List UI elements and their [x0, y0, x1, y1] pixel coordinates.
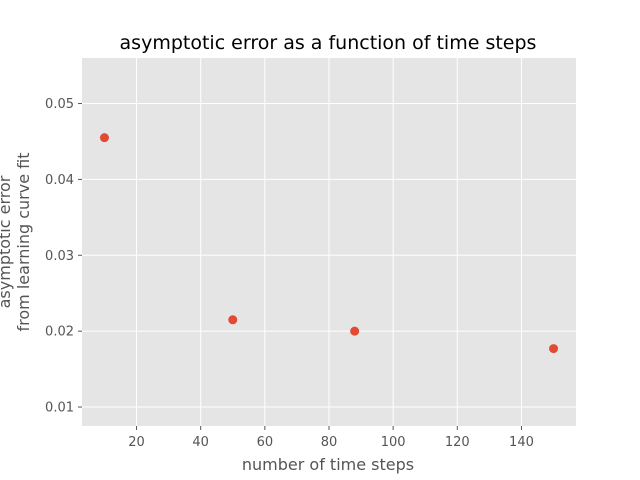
data-points — [99, 133, 559, 354]
data-point — [350, 326, 360, 336]
x-tick-labels: 20 40 60 80 100 120 140 — [128, 426, 534, 450]
x-tick-label: 100 — [381, 435, 406, 450]
y-tick-labels: 0.01 0.02 0.03 0.04 0.05 — [45, 97, 82, 416]
y-tick-label: 0.04 — [45, 173, 74, 188]
x-tick-label: 120 — [445, 435, 470, 450]
x-tick-label: 40 — [192, 435, 209, 450]
x-tick-label: 140 — [509, 435, 534, 450]
y-axis-label-line-1: asymptotic error — [0, 175, 14, 308]
y-tick-label: 0.01 — [45, 401, 74, 416]
y-tick-label: 0.03 — [45, 249, 74, 264]
x-tick-label: 20 — [128, 435, 145, 450]
y-tick-label: 0.02 — [45, 325, 74, 340]
data-point — [228, 315, 238, 325]
x-axis-label: number of time steps — [242, 455, 414, 474]
y-tick-label: 0.05 — [45, 97, 74, 112]
y-axis-label-line-2: from learning curve fit — [14, 153, 33, 332]
chart-title: asymptotic error as a function of time s… — [120, 32, 537, 54]
data-point — [549, 344, 559, 354]
x-tick-label: 60 — [257, 435, 274, 450]
x-grid — [136, 58, 522, 426]
y-axis-label: asymptotic error from learning curve fit — [0, 153, 33, 332]
data-point — [99, 133, 109, 143]
y-grid — [82, 103, 576, 408]
x-tick-label: 80 — [321, 435, 338, 450]
